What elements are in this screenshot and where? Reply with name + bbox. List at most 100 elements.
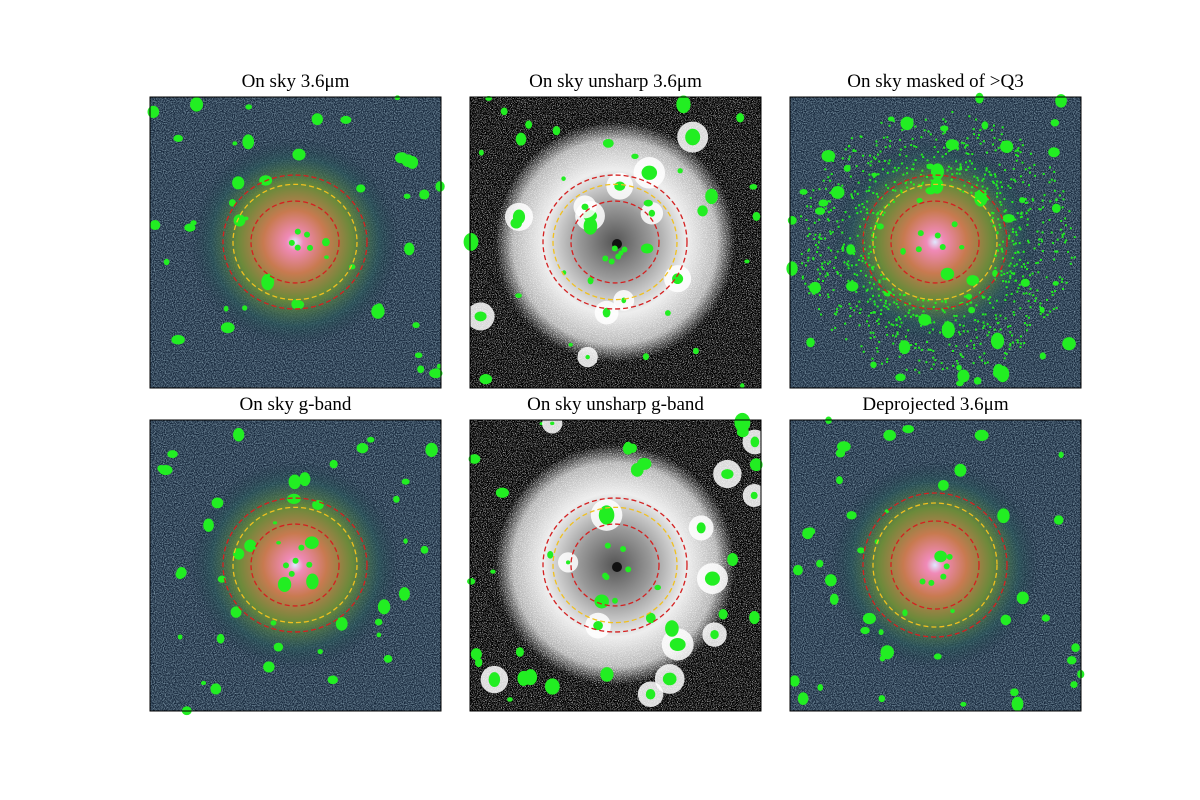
mask-pixel (992, 306, 995, 309)
mask-pixel (872, 231, 875, 234)
mask-pixel (872, 211, 875, 214)
mask-pixel (870, 250, 873, 253)
mask-pixel (978, 133, 981, 136)
mask-pixel (1037, 271, 1040, 274)
mask-blob (645, 689, 656, 700)
mask-blob (968, 306, 976, 314)
mask-pixel (1009, 331, 1012, 334)
mask-pixel (865, 289, 868, 292)
mask-pixel (851, 279, 854, 282)
mask-blob (799, 188, 808, 195)
mask-pixel (1014, 180, 1017, 183)
mask-pixel (1019, 138, 1022, 141)
mask-pixel (1065, 239, 1068, 242)
mask-pixel (885, 184, 888, 187)
mask-pixel (857, 181, 860, 184)
mask-pixel (807, 249, 810, 252)
mask-blob (614, 181, 626, 191)
mask-blob (697, 205, 708, 217)
mask-pixel (868, 186, 871, 189)
mask-pixel (981, 296, 984, 299)
mask-pixel (1053, 170, 1056, 173)
mask-pixel (829, 200, 832, 203)
mask-pixel (1017, 287, 1020, 290)
mask-pixel (1041, 199, 1044, 202)
mask-pixel (1048, 181, 1051, 184)
mask-blob (211, 497, 224, 509)
mask-pixel (872, 311, 875, 314)
mask-blob (526, 670, 532, 675)
mask-blob (1011, 696, 1024, 712)
mask-pixel (918, 184, 921, 187)
mask-pixel (946, 367, 949, 370)
mask-blob (740, 383, 745, 389)
mask-blob (401, 478, 410, 485)
ring-outer (222, 174, 368, 310)
mask-pixel (1015, 159, 1018, 162)
mask-pixel (1002, 280, 1005, 283)
mask-blob (525, 120, 533, 129)
mask-pixel (860, 345, 863, 348)
mask-pixel (887, 308, 890, 311)
mask-pixel (1035, 297, 1038, 300)
mask-blob (398, 587, 410, 601)
mask-blob (550, 421, 555, 426)
mask-blob (383, 654, 393, 663)
mask-pixel (806, 235, 809, 238)
panel-image (147, 95, 445, 389)
mask-blob (997, 508, 1010, 524)
mask-pixel (1061, 288, 1064, 291)
mask-blob (377, 599, 391, 615)
mask-pixel (872, 191, 875, 194)
mask-pixel (979, 142, 982, 145)
mask-pixel (880, 121, 883, 124)
mask-pixel (905, 368, 908, 371)
mask-pixel (840, 305, 843, 308)
mask-pixel (1022, 275, 1025, 278)
mask-pixel (1061, 206, 1064, 209)
mask-blob (288, 474, 301, 490)
mask-blob (233, 548, 245, 560)
nucleus (612, 562, 622, 572)
mask-blob (973, 376, 982, 385)
mask-pixel (1056, 250, 1059, 253)
mask-pixel (1022, 250, 1025, 253)
mask-pixel (981, 185, 984, 188)
mask-blob (495, 487, 509, 498)
mask-pixel (866, 211, 869, 214)
mask-pixel (1011, 341, 1014, 344)
mask-pixel (922, 310, 925, 313)
mask-pixel (1029, 306, 1032, 309)
mask-pixel (1040, 238, 1043, 241)
mask-pixel (1010, 334, 1013, 337)
mask-pixel (827, 176, 830, 179)
mask-pixel (927, 348, 930, 351)
mask-pixel (1009, 275, 1012, 278)
mask-blob (176, 566, 187, 579)
mask-pixel (973, 175, 976, 178)
mask-pixel (1007, 280, 1010, 283)
mask-pixel (873, 303, 876, 306)
ring-inner (250, 523, 340, 607)
mask-pixel (848, 155, 851, 158)
mask-pixel (914, 368, 917, 371)
mask-pixel (1026, 201, 1029, 204)
mask-pixel (873, 283, 876, 286)
mask-pixel (915, 146, 918, 149)
mask-pixel (1020, 212, 1023, 215)
mask-blob (643, 199, 653, 207)
mask-pixel (1064, 224, 1067, 227)
mask-pixel (875, 140, 878, 143)
mask-pixel (944, 299, 947, 302)
mask-pixel (853, 190, 856, 193)
mask-pixel (862, 170, 865, 173)
mask-pixel (1018, 242, 1021, 245)
mask-blob (637, 457, 652, 470)
mask-pixel (862, 218, 865, 221)
mask-pixel (848, 215, 851, 218)
mask-pixel (868, 173, 871, 176)
mask-blob (1050, 119, 1060, 127)
mask-blob (804, 527, 816, 536)
mask-pixel (964, 161, 967, 164)
mask-pixel (812, 257, 815, 260)
